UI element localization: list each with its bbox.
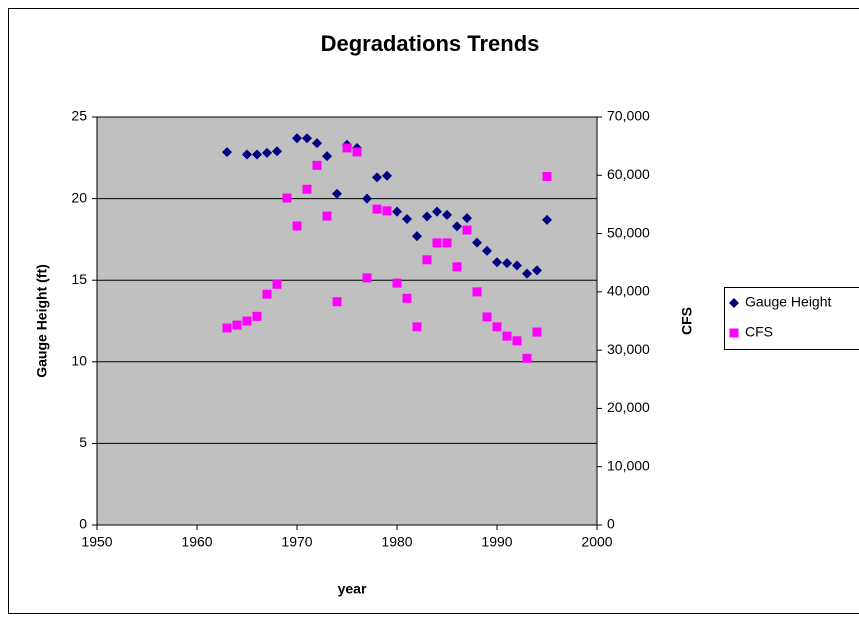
y-tick-label: 0	[79, 516, 87, 532]
point	[523, 354, 532, 363]
point	[353, 147, 362, 156]
point	[533, 328, 542, 337]
y-tick-label: 20	[71, 189, 87, 205]
point	[393, 279, 402, 288]
point	[483, 312, 492, 321]
y2-tick-label: 70,000	[607, 108, 650, 124]
point	[383, 206, 392, 215]
point	[233, 321, 242, 330]
point	[223, 323, 232, 332]
plot-area	[97, 117, 597, 525]
chart-title: Degradations Trends	[321, 31, 540, 56]
y2-tick-label: 30,000	[607, 341, 650, 357]
point	[283, 194, 292, 203]
y-tick-label: 25	[71, 108, 87, 124]
x-tick-label: 1980	[381, 534, 412, 550]
point	[323, 212, 332, 221]
x-tick-label: 1990	[481, 534, 512, 550]
point	[543, 172, 552, 181]
legend-marker	[730, 329, 739, 338]
legend-label: Gauge Height	[745, 294, 832, 310]
y2-tick-label: 40,000	[607, 283, 650, 299]
x-tick-label: 1950	[81, 534, 112, 550]
y2-tick-label: 60,000	[607, 166, 650, 182]
y2-tick-label: 50,000	[607, 224, 650, 240]
point	[463, 226, 472, 235]
point	[503, 332, 512, 341]
x-tick-label: 2000	[581, 534, 612, 550]
point	[333, 297, 342, 306]
point	[363, 273, 372, 282]
point	[493, 322, 502, 331]
point	[243, 317, 252, 326]
point	[263, 290, 272, 299]
point	[453, 262, 462, 271]
y2-tick-label: 20,000	[607, 399, 650, 415]
y2-tick-label: 10,000	[607, 457, 650, 473]
y-tick-label: 10	[71, 353, 87, 369]
point	[403, 294, 412, 303]
point	[303, 185, 312, 194]
x-tick-label: 1960	[181, 534, 212, 550]
y-tick-label: 15	[71, 271, 87, 287]
point	[473, 287, 482, 296]
y2-tick-label: 0	[607, 516, 615, 532]
legend-label: CFS	[745, 324, 773, 340]
point	[343, 143, 352, 152]
point	[253, 312, 262, 321]
point	[373, 205, 382, 214]
y-axis-title: Gauge Height (ft)	[34, 264, 50, 378]
y2-axis-title: CFS	[679, 307, 695, 335]
x-axis-title: year	[338, 581, 367, 597]
x-tick-label: 1970	[281, 534, 312, 550]
point	[293, 221, 302, 230]
point	[513, 336, 522, 345]
point	[413, 322, 422, 331]
point	[433, 238, 442, 247]
y-tick-label: 5	[79, 434, 87, 450]
point	[313, 161, 322, 170]
point	[273, 280, 282, 289]
point	[423, 255, 432, 264]
point	[443, 238, 452, 247]
